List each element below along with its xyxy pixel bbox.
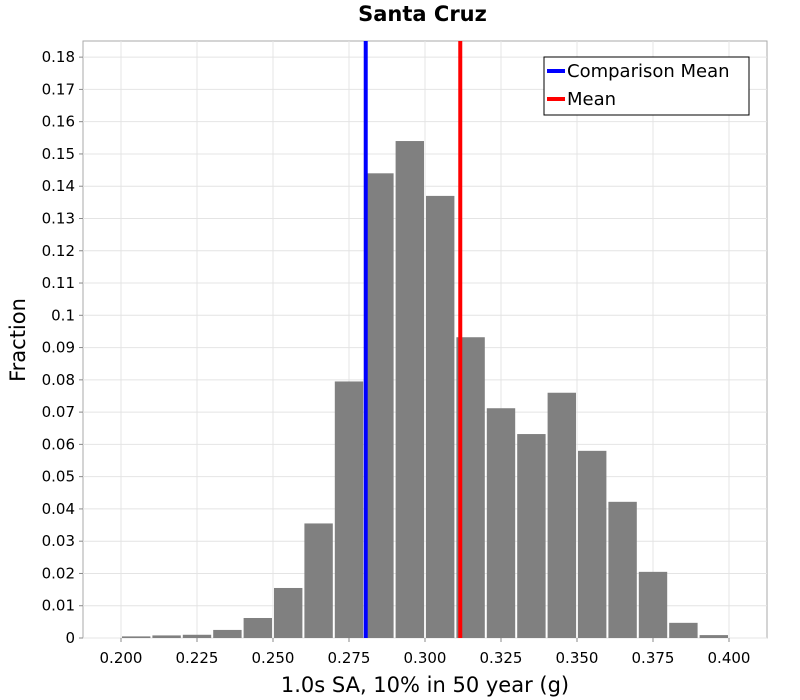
histogram-bar bbox=[365, 173, 394, 638]
y-tick-label: 0.13 bbox=[42, 209, 75, 227]
y-tick-label: 0.16 bbox=[42, 113, 75, 131]
legend-label-comparison-mean: Comparison Mean bbox=[567, 61, 730, 82]
histogram-bar bbox=[486, 408, 516, 638]
histogram-bar bbox=[517, 434, 546, 638]
y-tick-label: 0.17 bbox=[42, 80, 75, 98]
histogram-bars bbox=[122, 141, 728, 639]
y-tick-label: 0.05 bbox=[42, 468, 75, 486]
legend-box bbox=[543, 56, 750, 116]
legend-label-mean: Mean bbox=[567, 89, 616, 110]
y-tick-label: 0.01 bbox=[42, 597, 75, 615]
x-tick-label: 0.275 bbox=[328, 649, 371, 667]
histogram-bar bbox=[699, 635, 728, 638]
y-tick-label: 0.07 bbox=[42, 403, 75, 421]
x-tick-label: 0.300 bbox=[404, 649, 447, 667]
histogram-bar bbox=[182, 634, 212, 638]
y-tick-label: 0.03 bbox=[42, 532, 75, 550]
y-axis-ticks: 0 0.01 0.02 0.03 0.04 0.05 0.06 0.07 0.08 0.09 0.1… bbox=[42, 48, 83, 647]
histogram-bar bbox=[334, 381, 364, 638]
histogram-bar bbox=[547, 392, 576, 638]
x-tick-label: 0.400 bbox=[708, 649, 751, 667]
histogram-bar bbox=[669, 622, 698, 638]
y-tick-label: 0.08 bbox=[42, 371, 75, 389]
y-tick-label: 0.11 bbox=[42, 274, 75, 292]
mean-lines bbox=[363, 41, 463, 638]
y-tick-label: 0 bbox=[65, 629, 75, 647]
y-tick-label: 0.15 bbox=[42, 145, 75, 163]
histogram-bar bbox=[243, 617, 272, 638]
histogram-bar bbox=[638, 571, 668, 638]
histogram-bar bbox=[213, 629, 242, 638]
y-tick-label: 0.06 bbox=[42, 435, 75, 453]
histogram-bar bbox=[274, 587, 303, 638]
x-tick-label: 0.200 bbox=[100, 649, 143, 667]
legend: Comparison Mean Mean bbox=[543, 56, 750, 116]
x-tick-label: 0.250 bbox=[252, 649, 295, 667]
histogram-bar bbox=[578, 450, 607, 638]
y-tick-label: 0.1 bbox=[51, 306, 75, 324]
x-tick-label: 0.350 bbox=[556, 649, 599, 667]
y-tick-label: 0.12 bbox=[42, 242, 75, 260]
histogram-bar bbox=[122, 636, 151, 638]
y-tick-label: 0.04 bbox=[42, 500, 75, 518]
chart-title: Santa Cruz bbox=[358, 2, 487, 26]
histogram-bar bbox=[426, 195, 455, 639]
x-tick-label: 0.375 bbox=[632, 649, 675, 667]
x-axis-ticks: 0.200 0.225 0.250 0.275 0.300 0.325 0.350 0.375… bbox=[100, 638, 751, 667]
histogram-bar bbox=[304, 523, 333, 638]
y-tick-label: 0.09 bbox=[42, 339, 75, 357]
histogram-bar bbox=[608, 501, 637, 638]
y-axis-label: Fraction bbox=[6, 298, 30, 382]
x-tick-label: 0.225 bbox=[176, 649, 219, 667]
y-tick-label: 0.02 bbox=[42, 564, 75, 582]
x-tick-label: 0.325 bbox=[480, 649, 523, 667]
y-tick-label: 0.14 bbox=[42, 177, 75, 195]
x-axis-label: 1.0s SA, 10% in 50 year (g) bbox=[281, 673, 569, 697]
histogram-bar bbox=[395, 141, 424, 638]
y-tick-label: 0.18 bbox=[42, 48, 75, 66]
histogram-bar bbox=[152, 635, 181, 638]
